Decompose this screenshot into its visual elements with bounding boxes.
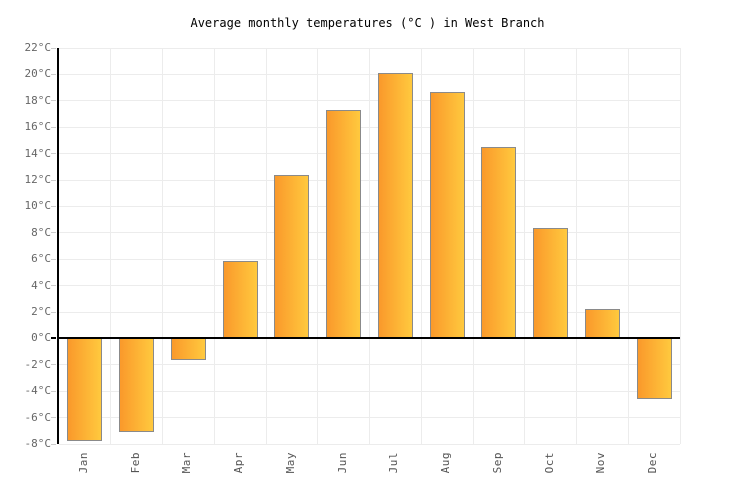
y-axis-label: 14°C xyxy=(24,146,52,160)
y-axis-tick xyxy=(51,100,56,102)
y-axis-tick xyxy=(51,285,56,287)
gridline-v xyxy=(162,48,163,444)
plot-area: 22°C 20°C 18°C 16°C 14°C 12°C 10°C 8°C 6°C 4°C 2°C… xyxy=(25,42,681,473)
bar-apr xyxy=(222,260,258,339)
y-axis-tick xyxy=(51,390,56,392)
y-axis-tick xyxy=(51,364,56,366)
y-axis-label: 22°C xyxy=(24,41,52,54)
x-axis-label-dec: Dec xyxy=(646,452,660,474)
x-axis-label-jan: Jan xyxy=(76,452,90,474)
x-axis-label-oct: Oct xyxy=(542,452,556,474)
y-axis-label: -8°C xyxy=(24,437,52,450)
gridline-v xyxy=(110,48,112,444)
y-axis-tick xyxy=(51,232,56,234)
y-axis-tick xyxy=(51,443,56,445)
x-axis-label-feb: Feb xyxy=(128,452,142,474)
y-axis-tick xyxy=(51,179,56,181)
bar-nov xyxy=(584,309,620,339)
gridline-v xyxy=(472,48,474,444)
gridline-v xyxy=(265,48,267,444)
y-axis-label: 16°C xyxy=(24,120,52,134)
x-axis-label-nov: Nov xyxy=(594,452,608,474)
y-axis-tick xyxy=(51,205,56,207)
x-axis-label-sep: Sep xyxy=(490,452,504,474)
bar-aug xyxy=(429,91,465,339)
chart-title: Average monthly temperatures (°C ) in We… xyxy=(190,16,545,30)
bar-mar xyxy=(170,338,206,360)
y-axis-label: 12°C xyxy=(24,173,52,186)
y-axis-label: 8°C xyxy=(31,225,51,239)
x-axis-label-aug: Aug xyxy=(439,452,453,474)
x-axis-label-mar: Mar xyxy=(180,452,194,474)
y-axis-tick xyxy=(51,311,56,313)
bar-dec xyxy=(636,338,672,400)
y-axis-label: 0°C xyxy=(31,331,51,345)
y-axis-label: 10°C xyxy=(24,199,52,213)
bar-may xyxy=(274,174,310,339)
gridline-v xyxy=(524,48,526,444)
y-axis-tick xyxy=(51,153,56,155)
x-axis-label-jul: Jul xyxy=(387,452,401,474)
y-axis-tick xyxy=(51,126,56,128)
y-axis-label: -6°C xyxy=(24,410,52,424)
y-axis-label: 4°C xyxy=(31,278,51,292)
y-axis-tick xyxy=(51,47,56,49)
gridline-v xyxy=(213,48,215,444)
gridline-v xyxy=(420,48,422,444)
y-axis-label: -2°C xyxy=(24,357,52,371)
gridline-v xyxy=(679,48,681,444)
y-axis-label: 20°C xyxy=(24,67,52,81)
y-axis-tick xyxy=(51,258,56,260)
x-axis-label-apr: Apr xyxy=(232,452,246,474)
bar-sep xyxy=(481,147,517,339)
x-axis-label-jun: Jun xyxy=(335,452,349,474)
bar-jun xyxy=(326,110,362,339)
bar-jan xyxy=(67,338,103,442)
gridline-h xyxy=(59,443,680,445)
y-axis-label: -4°C xyxy=(24,384,52,398)
bar-feb xyxy=(119,338,155,433)
gridline-v xyxy=(317,48,319,444)
y-axis-label: 6°C xyxy=(31,252,51,266)
y-axis-label: 2°C xyxy=(31,305,51,318)
y-axis-tick xyxy=(51,73,56,75)
gridline-v xyxy=(369,48,370,444)
bar-oct xyxy=(533,227,569,339)
gridline-v xyxy=(627,48,629,444)
y-axis-label: 18°C xyxy=(24,93,52,107)
zero-axis-line xyxy=(59,337,680,340)
y-axis-tick xyxy=(51,337,56,340)
gridline-v xyxy=(576,48,577,444)
x-axis-label-may: May xyxy=(283,452,297,474)
bar-jul xyxy=(377,73,413,339)
y-axis-tick xyxy=(51,417,56,419)
